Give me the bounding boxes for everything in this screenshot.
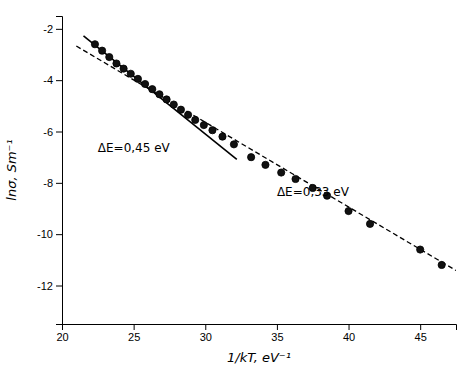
marks	[76, 36, 456, 271]
tick-label: -10	[37, 228, 53, 240]
tick: -2	[43, 23, 62, 35]
tick-mark	[56, 80, 62, 81]
annotations: ΔE=0,45 eV ΔE=0,33 eV	[98, 141, 350, 199]
tick: -6	[43, 126, 62, 138]
point	[106, 53, 113, 60]
tick: 30	[200, 324, 212, 343]
plot-area: 202530354045-2-4-6-8-10-12ΔE=0,45 eVΔE=0…	[37, 17, 456, 343]
point	[248, 154, 255, 161]
point	[99, 47, 106, 54]
point	[163, 96, 170, 103]
point	[156, 91, 163, 98]
tick-mark	[56, 234, 62, 235]
tick-mark	[56, 286, 62, 287]
point	[417, 246, 424, 253]
point	[438, 261, 445, 268]
tick-mark	[277, 324, 278, 330]
point	[91, 41, 98, 48]
points	[91, 41, 445, 269]
tick-label: -8	[43, 177, 53, 189]
tick-mark	[205, 324, 206, 330]
annotation: ΔE=0,33 eV	[277, 185, 350, 199]
tick-mark	[420, 324, 421, 330]
point	[209, 127, 216, 134]
point	[177, 106, 184, 113]
point	[292, 175, 299, 182]
tick: -8	[43, 177, 62, 189]
point	[200, 121, 207, 128]
tick-label: 35	[271, 331, 283, 343]
tick-mark	[56, 132, 62, 133]
tick-mark	[56, 29, 62, 30]
tick-mark	[349, 324, 350, 330]
tick-label: 25	[128, 331, 140, 343]
line	[76, 46, 456, 270]
point	[219, 133, 226, 140]
axis-line	[56, 17, 63, 325]
tick-label: 40	[343, 331, 355, 343]
tick-label: -2	[43, 23, 53, 35]
point	[113, 60, 120, 67]
tick-mark	[134, 324, 135, 330]
tick: -12	[37, 280, 62, 292]
chart: 202530354045-2-4-6-8-10-12ΔE=0,45 eVΔE=0…	[0, 0, 474, 374]
y-axis-title: lnσ, Sm⁻¹	[4, 139, 19, 200]
point	[134, 75, 141, 82]
annotation: ΔE=0,45 eV	[98, 141, 171, 155]
point	[120, 65, 127, 72]
tick: 40	[343, 324, 355, 343]
x-axis-title: 1/kT, eV⁻¹	[227, 350, 291, 365]
tick-label: -12	[37, 280, 53, 292]
axis-line	[63, 325, 457, 331]
y-axis: -2 -4 -6 -8 -10 -12	[37, 17, 62, 325]
tick-label: 45	[415, 331, 427, 343]
tick: 20	[56, 324, 68, 343]
tick: 25	[128, 324, 140, 343]
tick: -4	[43, 74, 62, 86]
tick-label: 30	[200, 331, 212, 343]
point	[127, 70, 134, 77]
x-axis: 20 25 30 35 40 45	[56, 324, 456, 343]
point	[192, 116, 199, 123]
tick-label: -6	[43, 126, 53, 138]
point	[184, 111, 191, 118]
tick-mark	[56, 183, 62, 184]
line	[83, 36, 236, 160]
point	[278, 169, 285, 176]
point	[345, 207, 352, 214]
tick-label: -4	[43, 74, 53, 86]
point	[170, 101, 177, 108]
tick: 35	[271, 324, 283, 343]
point	[141, 80, 148, 87]
point	[366, 220, 373, 227]
point	[230, 141, 237, 148]
tick: -10	[37, 228, 62, 240]
tick: 45	[415, 324, 427, 343]
tick-label: 20	[56, 331, 68, 343]
point	[149, 86, 156, 93]
point	[262, 161, 269, 168]
